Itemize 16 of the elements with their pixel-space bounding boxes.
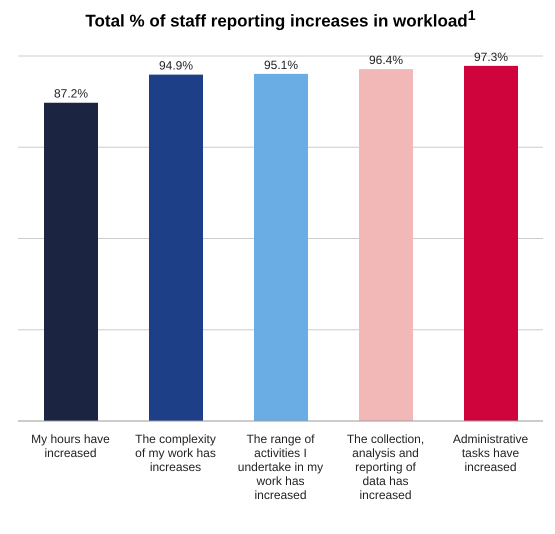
x-tick-label: The range of activities I undertake in my work has increased (238, 432, 324, 502)
data-label: 87.2% (54, 86, 88, 100)
data-label: 96.4% (368, 52, 404, 67)
data-label: 94.9% (158, 58, 194, 72)
x-tick-label: Administrative tasks have increased (452, 432, 529, 474)
x-tick-label: The complexity of my work has increases (135, 432, 216, 474)
bar (359, 68, 413, 421)
x-tick-label: My hours have increased (31, 432, 110, 460)
data-label: 95.1% (264, 58, 298, 72)
bar (464, 66, 518, 421)
bar (149, 74, 203, 421)
bar (254, 74, 308, 421)
chart-title: Total % of staff reporting increases in workload$^{1}$ (84, 8, 477, 32)
bar (44, 102, 98, 421)
data-label: 97.3% (474, 50, 508, 64)
x-tick-label: The collection, analysis and reporting of data has increased (346, 432, 424, 502)
